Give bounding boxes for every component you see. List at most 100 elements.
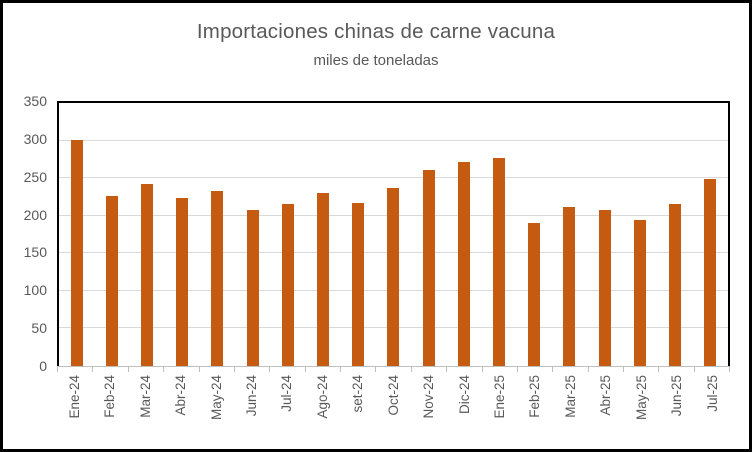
bar bbox=[387, 187, 400, 366]
y-tick-label: 50 bbox=[31, 320, 47, 337]
bar-slot bbox=[587, 103, 622, 366]
x-tick bbox=[129, 366, 165, 372]
x-label-cell: Feb-25 bbox=[517, 375, 552, 447]
bar-slot bbox=[235, 103, 270, 366]
x-tick-label: Feb-24 bbox=[102, 375, 118, 418]
x-tick-label: Jul-25 bbox=[704, 375, 720, 412]
x-tick-label: Jul-24 bbox=[279, 375, 295, 412]
x-tick bbox=[341, 366, 377, 372]
bar-slot bbox=[129, 103, 164, 366]
bar-slot bbox=[59, 103, 94, 366]
x-label-cell: Mar-24 bbox=[128, 375, 163, 447]
bar bbox=[141, 184, 153, 366]
bar-slot bbox=[552, 103, 587, 366]
bar bbox=[211, 190, 224, 366]
x-tick bbox=[518, 366, 554, 372]
x-tick-label: Ene-24 bbox=[66, 375, 82, 419]
bar-slot bbox=[693, 103, 728, 366]
y-axis: 0 50 100 150 200 250 300 350 bbox=[3, 93, 47, 374]
x-tick-label: Dic-24 bbox=[456, 375, 472, 415]
y-tick-label: 300 bbox=[23, 130, 47, 147]
x-tick-label: May-25 bbox=[633, 375, 649, 421]
y-tick-label: 250 bbox=[23, 168, 47, 185]
x-label-cell: set-24 bbox=[340, 375, 375, 447]
x-tick bbox=[483, 366, 518, 372]
bar-slot bbox=[165, 103, 200, 366]
y-tick-label: 150 bbox=[23, 244, 47, 261]
bar-slot bbox=[305, 103, 340, 366]
bars bbox=[59, 103, 728, 366]
x-label-cell: Ene-25 bbox=[482, 375, 517, 447]
bar bbox=[70, 139, 83, 366]
y-tick-label: 100 bbox=[23, 282, 47, 299]
x-tick-label: Abr-25 bbox=[598, 375, 614, 416]
x-tick bbox=[376, 366, 412, 372]
x-tick-label: Mar-24 bbox=[137, 375, 153, 418]
y-tick-label: 200 bbox=[23, 206, 47, 223]
bar bbox=[493, 157, 506, 366]
x-axis-labels: Ene-24 Feb-24 Mar-24 Abr-24 May-24 Jun-24 Jul-… bbox=[57, 375, 730, 447]
x-tick-label: set-24 bbox=[350, 375, 366, 413]
x-tick bbox=[164, 366, 200, 372]
plot-area bbox=[57, 101, 730, 366]
bar-slot bbox=[376, 103, 411, 366]
gridline bbox=[59, 139, 728, 141]
bar-slot bbox=[517, 103, 552, 366]
bar bbox=[317, 193, 330, 366]
x-tick-label: Mar-25 bbox=[562, 375, 578, 418]
x-label-cell: Nov-24 bbox=[411, 375, 446, 447]
x-tick-label: Abr-24 bbox=[173, 375, 189, 416]
x-tick bbox=[58, 366, 94, 372]
x-axis-ticks bbox=[57, 366, 731, 372]
x-tick bbox=[553, 366, 589, 372]
x-label-cell: Abr-25 bbox=[588, 375, 623, 447]
x-tick-label: Jun-25 bbox=[669, 375, 685, 417]
bar-slot bbox=[657, 103, 692, 366]
x-label-cell: Jun-24 bbox=[234, 375, 269, 447]
x-label-cell: Dic-24 bbox=[447, 375, 482, 447]
bar bbox=[246, 209, 259, 366]
bar-slot bbox=[446, 103, 481, 366]
x-label-cell: Ago-24 bbox=[305, 375, 340, 447]
x-tick bbox=[695, 366, 731, 372]
bar bbox=[598, 209, 611, 366]
x-axis-line bbox=[57, 366, 730, 367]
x-tick-label: Ene-25 bbox=[492, 375, 508, 419]
x-tick-label: Ago-24 bbox=[314, 375, 330, 419]
x-tick bbox=[659, 366, 695, 372]
bar-slot bbox=[411, 103, 446, 366]
x-tick-label: Oct-24 bbox=[385, 375, 401, 416]
x-label-cell: Oct-24 bbox=[376, 375, 411, 447]
x-label-cell: Mar-25 bbox=[553, 375, 588, 447]
bar bbox=[105, 196, 118, 366]
x-label-cell: Jul-24 bbox=[270, 375, 305, 447]
gridline bbox=[59, 177, 728, 179]
bar-slot bbox=[622, 103, 657, 366]
x-tick bbox=[93, 366, 129, 372]
x-label-cell: May-24 bbox=[199, 375, 234, 447]
bar bbox=[176, 197, 189, 366]
x-tick bbox=[306, 366, 341, 372]
x-tick-label: Nov-24 bbox=[421, 375, 437, 419]
x-tick-label: Jun-24 bbox=[244, 375, 260, 417]
bar-slot bbox=[481, 103, 516, 366]
x-label-cell: Abr-24 bbox=[163, 375, 198, 447]
bar bbox=[457, 161, 470, 366]
bar bbox=[669, 203, 682, 366]
chart-subtitle: miles de toneladas bbox=[313, 52, 439, 69]
x-tick bbox=[270, 366, 306, 372]
bar bbox=[352, 202, 365, 366]
bar bbox=[281, 204, 294, 366]
x-tick bbox=[235, 366, 271, 372]
bar bbox=[528, 223, 541, 366]
bar-slot bbox=[270, 103, 305, 366]
x-tick-label: May-24 bbox=[208, 375, 224, 421]
bar-slot bbox=[341, 103, 376, 366]
x-label-cell: May-25 bbox=[624, 375, 659, 447]
x-label-cell: Jul-25 bbox=[695, 375, 730, 447]
x-tick bbox=[624, 366, 660, 372]
x-tick-label: Feb-25 bbox=[527, 375, 543, 418]
x-label-cell: Jun-25 bbox=[659, 375, 694, 447]
bar bbox=[563, 207, 576, 366]
